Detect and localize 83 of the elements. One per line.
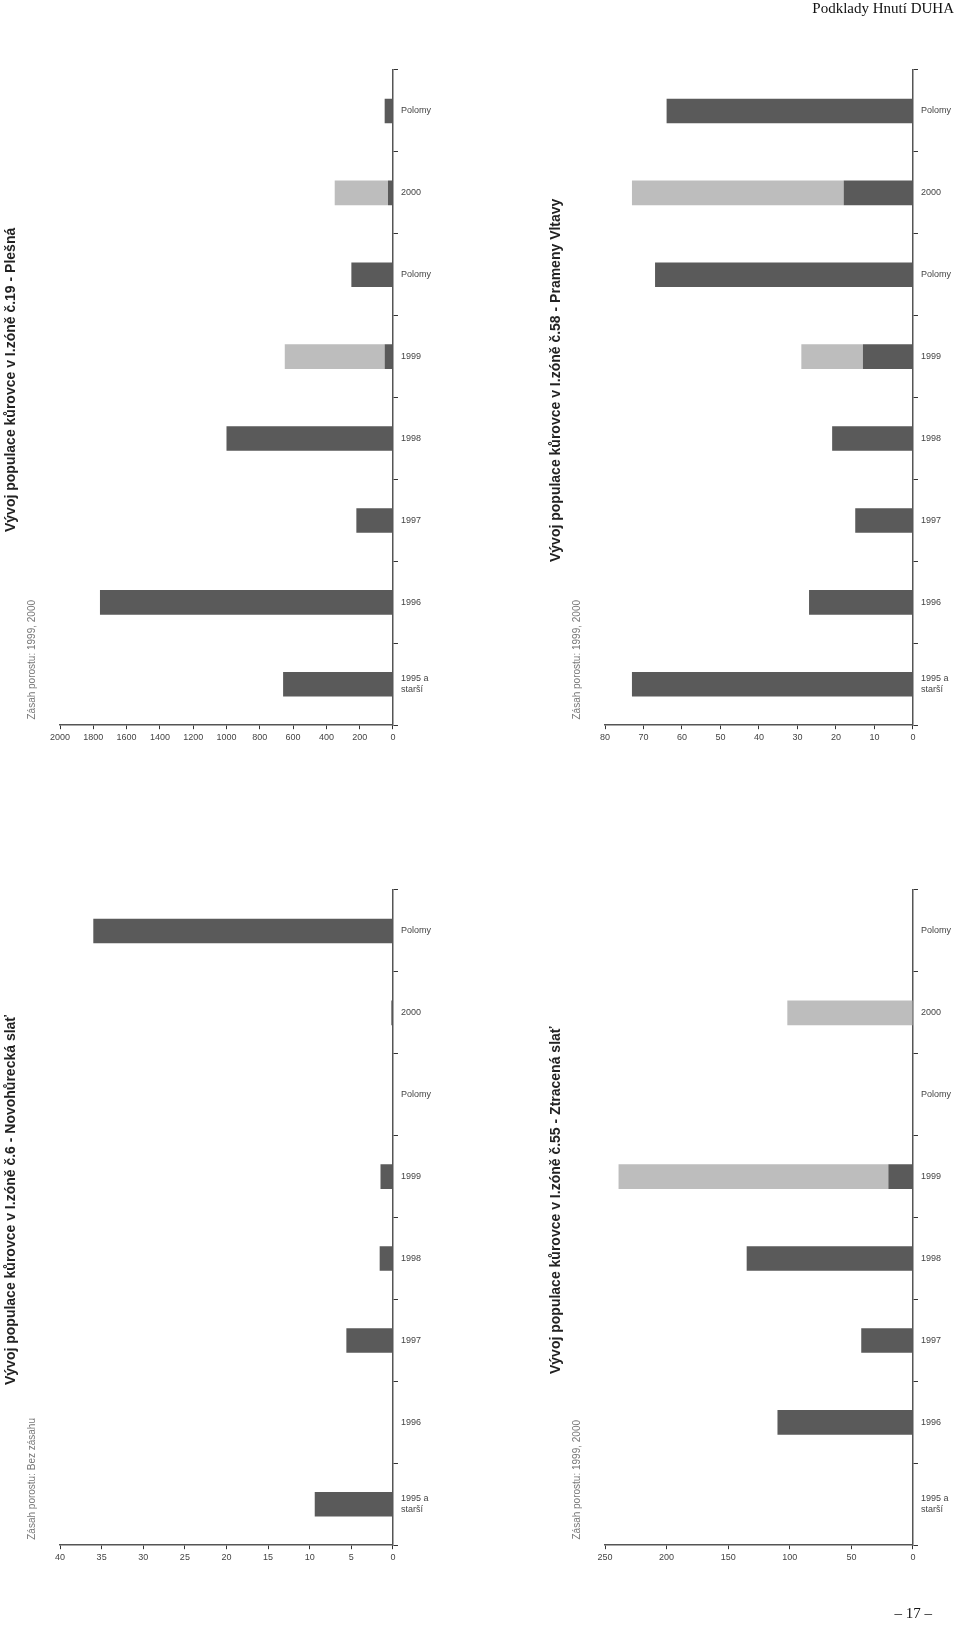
x-tick-label: 20 [221, 1552, 232, 1563]
y-tick-label: 1995 a starší [920, 673, 949, 695]
x-tick-label: 1000 [216, 732, 237, 743]
text: Vývoj populace kůrovce v I.zóně č.6 - Novohůrecká slať [2, 1013, 18, 1388]
x-tick-label: 800 [252, 732, 268, 743]
x-tick-label: 200 [659, 1552, 675, 1563]
y-tick-label: 2000 [400, 1007, 422, 1018]
y-tick-label: 1996 [920, 596, 942, 607]
x-tick-label: 1200 [183, 732, 204, 743]
y-tick-label: 1999 [920, 1171, 942, 1182]
text: Podklady Hnutí DUHA [812, 0, 954, 17]
x-tick-label: 50 [846, 1552, 857, 1563]
y-tick-label: 1998 [400, 1253, 422, 1264]
y-tick-label: 1998 [920, 1253, 942, 1264]
y-tick-label: 1996 [920, 1416, 942, 1427]
y-tick-label: 1995 a starší [920, 1493, 949, 1515]
y-tick-label: 1995 a starší [400, 673, 429, 695]
y-tick-label: Polomy [920, 925, 952, 936]
x-tick-label: 100 [782, 1552, 798, 1563]
y-tick-label: 1998 [920, 433, 942, 444]
x-tick-label: 0 [390, 1552, 396, 1563]
y-tick-label: 1997 [400, 1334, 422, 1345]
y-tick-label: 1996 [400, 1416, 422, 1427]
y-tick-label: Polomy [920, 1089, 952, 1100]
x-tick-label: 30 [792, 732, 803, 743]
text: Zásah porostu: Bez zásahu [26, 1418, 37, 1540]
y-tick-label: 1996 [400, 596, 422, 607]
y-tick-label: 1997 [400, 514, 422, 525]
x-tick-label: 400 [318, 732, 334, 743]
x-tick-label: 10 [869, 732, 880, 743]
x-tick-label: 80 [599, 732, 611, 743]
y-tick-label: 1997 [920, 1334, 942, 1345]
y-tick-label: Polomy [920, 269, 952, 280]
x-tick-label: 1800 [83, 732, 104, 743]
x-tick-label: 10 [304, 1552, 315, 1563]
x-tick-label: 600 [285, 732, 301, 743]
x-tick-label: 40 [753, 732, 764, 743]
y-tick-label: 2000 [400, 187, 422, 198]
x-tick-label: 35 [96, 1552, 107, 1563]
x-tick-label: 200 [352, 732, 368, 743]
x-tick-label: 1600 [116, 732, 137, 743]
x-tick-label: 50 [715, 732, 726, 743]
y-tick-label: 2000 [920, 187, 942, 198]
x-tick-label: 5 [348, 1552, 354, 1563]
x-tick-label: 250 [597, 1552, 613, 1563]
bar [284, 344, 385, 369]
text: – 17 – [894, 1605, 932, 1622]
y-tick-label: Polomy [400, 925, 432, 936]
x-tick-label: 0 [390, 732, 396, 743]
bar [801, 344, 863, 369]
bar [334, 180, 388, 206]
x-tick-label: 15 [263, 1552, 274, 1563]
x-tick-label: 1400 [149, 732, 170, 743]
y-tick-label: 1997 [920, 514, 942, 525]
text: Vývoj populace kůrovce v I.zóně č.19 - Plešná [2, 226, 18, 535]
bar [618, 1164, 889, 1189]
x-tick-label: 25 [179, 1552, 190, 1563]
y-tick-label: 1999 [400, 351, 422, 362]
text: Zásah porostu: 1999, 2000 [571, 600, 582, 720]
y-tick-label: 2000 [920, 1007, 942, 1018]
y-tick-label: Polomy [400, 1089, 432, 1100]
x-tick-label: 2000 [49, 732, 71, 743]
text: Vývoj populace kůrovce v I.zóně č.55 - Ztracená slať [547, 1025, 563, 1376]
bar [631, 180, 844, 206]
y-tick-label: 1998 [400, 433, 422, 444]
x-tick-label: 0 [910, 1552, 916, 1563]
x-tick-label: 20 [830, 732, 841, 743]
text: Zásah porostu: 1999, 2000 [571, 1420, 582, 1540]
bar [787, 1000, 913, 1026]
text: Zásah porostu: 1999, 2000 [26, 600, 37, 720]
x-tick-label: 70 [638, 732, 649, 743]
x-tick-label: 60 [676, 732, 688, 743]
x-tick-label: 30 [138, 1552, 149, 1563]
y-tick-label: Polomy [400, 105, 432, 116]
x-tick-label: 0 [910, 732, 916, 743]
y-tick-label: 1999 [920, 351, 942, 362]
y-tick-label: Polomy [400, 269, 432, 280]
text: Vývoj populace kůrovce v I.zóně č.58 - Prameny Vltavy [547, 197, 563, 564]
y-tick-label: 1995 a starší [400, 1493, 429, 1515]
y-tick-label: Polomy [920, 105, 952, 116]
y-tick-label: 1999 [400, 1171, 422, 1182]
x-tick-label: 150 [720, 1552, 736, 1563]
x-tick-label: 40 [54, 1552, 66, 1563]
